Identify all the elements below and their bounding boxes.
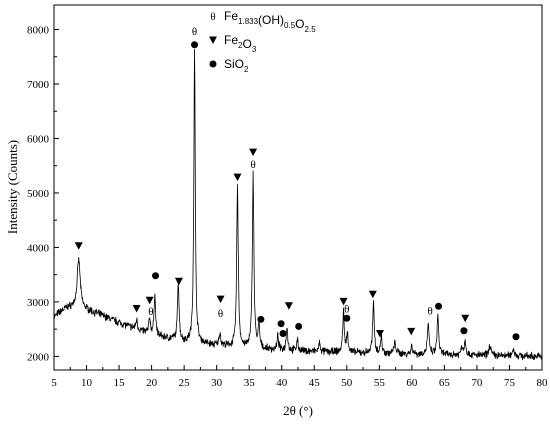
y-tick-label: 8000 [27, 25, 50, 37]
x-tick-label: 20 [146, 377, 158, 389]
x-tick-label: 35 [244, 377, 256, 389]
theta-marker: θ [427, 306, 432, 318]
y-tick-label: 2000 [27, 351, 50, 363]
circle-marker [512, 333, 520, 341]
peak-markers: θ θ θ θ θ θ [74, 26, 520, 341]
circle-legend-symbol [209, 60, 217, 68]
x-tick-label: 65 [439, 377, 451, 389]
x-tick-label: 25 [179, 377, 191, 389]
axis-ticks: 5 10 15 20 25 30 35 40 45 50 55 60 65 70 75 80 2000 3000 4… [27, 25, 548, 389]
x-axis-title: 2θ (°) [283, 403, 313, 418]
x-tick-label: 75 [504, 377, 516, 389]
diffraction-trace [53, 48, 543, 361]
theta-marker: θ [344, 303, 349, 315]
theta-marker: θ [148, 306, 153, 318]
y-tick-label: 6000 [27, 133, 50, 145]
triangle-marker [461, 314, 470, 323]
x-tick-label: 45 [309, 377, 321, 389]
x-tick-label: 70 [471, 377, 483, 389]
legend-label: SiO2 [224, 57, 249, 74]
circle-marker [343, 314, 351, 322]
x-tick-label: 60 [406, 377, 418, 389]
x-tick-label: 15 [114, 377, 126, 389]
circle-marker [460, 327, 468, 335]
x-tick-label: 80 [537, 377, 549, 389]
circle-marker [257, 315, 265, 323]
y-axis-title: Intensity (Counts) [5, 140, 20, 234]
circle-marker [277, 320, 285, 328]
y-tick-label: 3000 [27, 297, 50, 309]
legend-label: Fe1.833(OH)0.5O2.5 [224, 9, 316, 34]
circle-marker [152, 272, 160, 280]
triangle-marker [145, 296, 154, 305]
legend-label: Fe2O3 [224, 33, 257, 54]
triangle-marker [249, 148, 258, 157]
x-tick-label: 10 [81, 377, 93, 389]
circle-marker [191, 41, 199, 49]
triangle-marker [407, 327, 416, 336]
triangle-marker [368, 290, 377, 299]
triangle-marker [74, 242, 83, 250]
triangle-marker [233, 173, 242, 182]
legend-item: SiO2 [209, 57, 249, 74]
triangle-legend-symbol [209, 36, 217, 44]
y-tick-label: 4000 [27, 242, 50, 254]
triangle-marker [132, 304, 141, 313]
triangle-marker [174, 277, 183, 286]
theta-marker: θ [192, 26, 197, 38]
legend-item: Fe2O3 [209, 33, 257, 54]
legend-item: θ Fe1.833(OH)0.5O2.5 [210, 9, 316, 34]
triangle-marker [339, 297, 348, 306]
theta-marker: θ [218, 308, 223, 320]
triangle-marker [284, 302, 293, 310]
theta-legend-symbol: θ [210, 11, 215, 23]
y-tick-label: 7000 [27, 79, 50, 91]
circle-marker [435, 302, 443, 310]
x-tick-label: 50 [341, 377, 353, 389]
triangle-marker [375, 330, 384, 338]
triangle-marker [216, 295, 225, 304]
circle-marker [295, 322, 303, 330]
x-tick-label: 55 [374, 377, 386, 389]
x-tick-label: 5 [51, 377, 57, 389]
circle-marker [279, 330, 287, 337]
theta-marker: θ [250, 159, 255, 171]
x-tick-label: 30 [211, 377, 223, 389]
y-tick-label: 5000 [27, 188, 50, 200]
x-tick-label: 40 [276, 377, 288, 389]
